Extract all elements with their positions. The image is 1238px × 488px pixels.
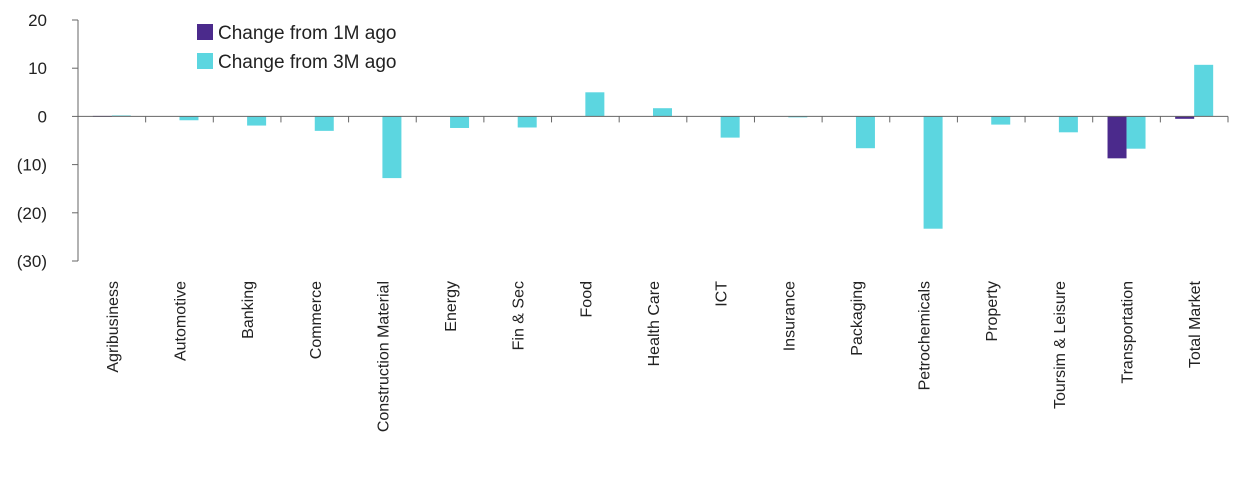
- bar-3m: [585, 92, 605, 117]
- y-tick-label: (20): [17, 204, 47, 223]
- bar-3m: [382, 116, 402, 179]
- bar-3m: [1126, 116, 1146, 149]
- category-label: Banking: [240, 281, 257, 339]
- bar-3m: [517, 116, 537, 128]
- y-tick-label: 10: [28, 59, 47, 78]
- bar-3m: [653, 108, 672, 117]
- bar-3m: [855, 116, 875, 149]
- category-label: Property: [984, 281, 1001, 341]
- category-label: Transportation: [1120, 281, 1137, 384]
- bar-3m: [1194, 64, 1214, 117]
- bar-1m: [1107, 116, 1127, 159]
- bar-1m: [1175, 116, 1195, 119]
- legend-label: Change from 1M ago: [218, 23, 397, 44]
- category-label: Insurance: [781, 281, 798, 351]
- bars: [92, 64, 1214, 229]
- category-label: Agribusiness: [105, 281, 122, 373]
- category-label: ICT: [714, 281, 731, 307]
- category-label: Fin & Sec: [511, 281, 528, 350]
- category-label: Automotive: [172, 281, 189, 361]
- bar-3m: [991, 116, 1011, 125]
- legend-swatch: [197, 24, 213, 40]
- bar-3m: [179, 116, 199, 121]
- legend-label: Change from 3M ago: [218, 52, 397, 73]
- y-tick-label: (10): [17, 156, 47, 175]
- y-axis: 20 10 0 (10) (20) (30): [17, 11, 79, 271]
- bar-3m: [1058, 116, 1078, 133]
- y-tick-label: (30): [17, 252, 47, 271]
- category-label: Toursim & Leisure: [1052, 281, 1069, 409]
- x-axis: [77, 115, 1229, 123]
- category-labels: Agribusiness Automotive Banking Commerce Con…: [105, 280, 1204, 432]
- category-label: Petrochemicals: [917, 281, 934, 390]
- legend-swatch: [197, 53, 213, 69]
- y-tick-label: 20: [28, 11, 47, 30]
- category-label: Packaging: [849, 281, 866, 356]
- y-tick-label: 0: [38, 107, 47, 126]
- category-label: Total Market: [1187, 280, 1204, 368]
- bar-3m: [923, 116, 943, 229]
- category-label: Food: [578, 281, 595, 317]
- bar-3m: [247, 116, 267, 126]
- legend: Change from 1M ago Change from 3M ago: [197, 23, 397, 73]
- category-label: Commerce: [308, 281, 325, 359]
- category-label: Energy: [443, 281, 460, 332]
- category-label: Construction Material: [375, 281, 392, 432]
- bar-3m: [450, 116, 470, 128]
- bar-3m: [314, 116, 334, 131]
- category-label: Health Care: [646, 281, 663, 366]
- bar-3m: [720, 116, 740, 138]
